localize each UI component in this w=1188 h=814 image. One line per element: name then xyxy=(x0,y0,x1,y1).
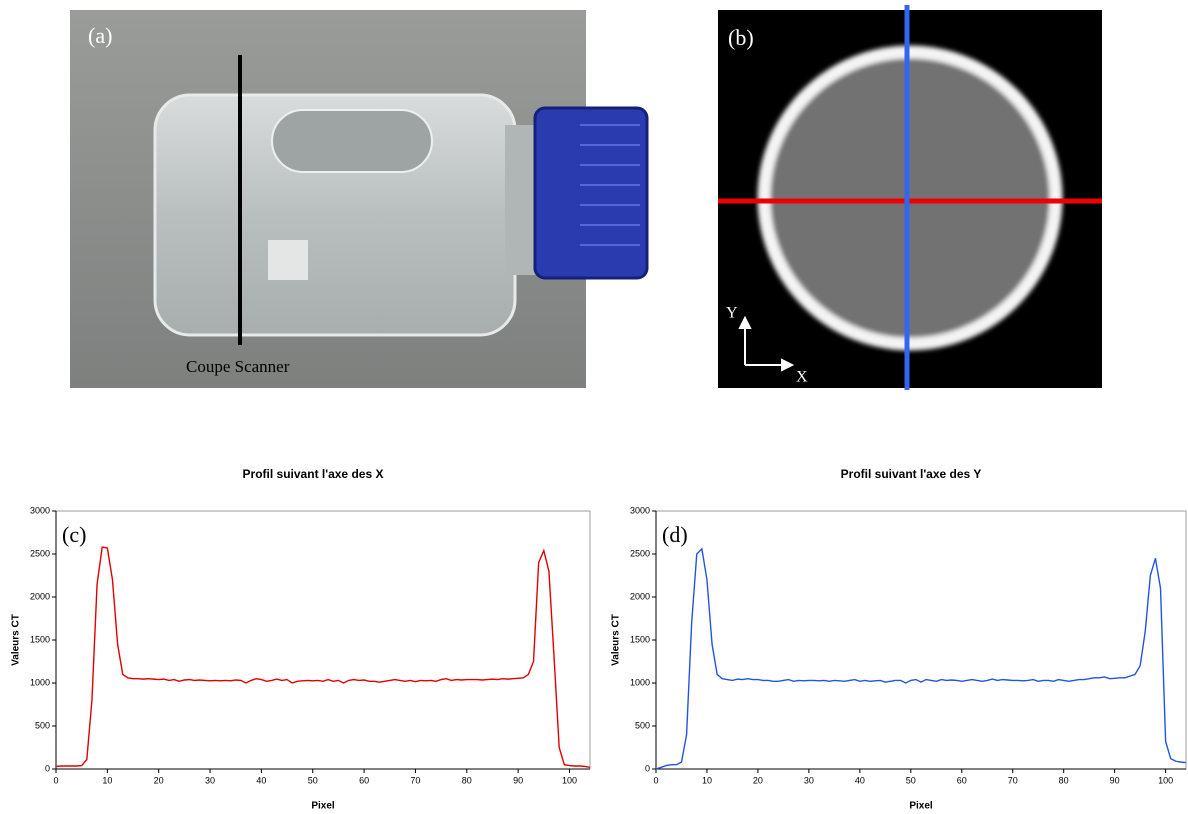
plot-area xyxy=(55,510,591,770)
panel-label: (b) xyxy=(728,25,754,50)
x-tick-label: 0 xyxy=(53,775,58,785)
y-tick-label: 2000 xyxy=(630,591,650,601)
x-tick-label: 30 xyxy=(804,775,814,785)
y-tick-label: 2000 xyxy=(30,591,50,601)
x-tick-label: 80 xyxy=(462,775,472,785)
y-tick-label: 0 xyxy=(645,763,650,773)
panel-label: (a) xyxy=(88,23,112,48)
panel-label: (c) xyxy=(62,522,86,547)
data-line xyxy=(55,546,591,768)
photo-bottle: (a) Coupe Scanner xyxy=(70,10,649,388)
caption: Coupe Scanner xyxy=(186,357,290,376)
y-tick-label: 500 xyxy=(35,720,50,730)
chart-title: Profil suivant l'axe des X xyxy=(243,467,384,481)
y-tick-label: 1500 xyxy=(30,634,50,644)
y-tick-label: 0 xyxy=(45,763,50,773)
x-tick-label: 30 xyxy=(205,775,215,785)
x-tick-label: 100 xyxy=(562,775,577,785)
y-tick-label: 1500 xyxy=(630,634,650,644)
y-axis-label: Valeurs CT xyxy=(611,614,622,666)
x-tick-label: 60 xyxy=(359,775,369,785)
axis-letter: Y xyxy=(726,305,738,322)
y-tick-label: 2500 xyxy=(630,548,650,558)
axis-letter: X xyxy=(796,369,808,386)
x-tick-label: 10 xyxy=(702,775,712,785)
x-tick-label: 40 xyxy=(256,775,266,785)
y-tick-label: 500 xyxy=(635,720,650,730)
ct-slice: Y X (b) xyxy=(718,5,1102,390)
y-tick-label: 3000 xyxy=(630,505,650,515)
y-tick-label: 2500 xyxy=(30,548,50,558)
panel-label: (d) xyxy=(662,522,688,547)
x-tick-label: 50 xyxy=(308,775,318,785)
x-tick-label: 20 xyxy=(753,775,763,785)
x-tick-label: 100 xyxy=(1158,775,1173,785)
x-axis-label: Pixel xyxy=(909,801,933,812)
plot-area xyxy=(655,510,1187,770)
x-tick-label: 90 xyxy=(1110,775,1120,785)
y-tick-label: 1000 xyxy=(630,677,650,687)
x-tick-label: 70 xyxy=(1008,775,1018,785)
y-axis-label: Valeurs CT xyxy=(11,614,22,666)
x-tick-label: 80 xyxy=(1059,775,1069,785)
x-tick-label: 90 xyxy=(513,775,523,785)
x-tick-label: 40 xyxy=(855,775,865,785)
x-tick-label: 10 xyxy=(102,775,112,785)
x-tick-label: 50 xyxy=(906,775,916,785)
x-tick-label: 70 xyxy=(410,775,420,785)
y-tick-label: 3000 xyxy=(30,505,50,515)
chart-title: Profil suivant l'axe des Y xyxy=(841,467,982,481)
x-tick-label: 20 xyxy=(154,775,164,785)
x-axis-label: Pixel xyxy=(311,801,335,812)
x-tick-label: 0 xyxy=(653,775,658,785)
data-line xyxy=(655,547,1187,770)
y-tick-label: 1000 xyxy=(30,677,50,687)
x-tick-label: 60 xyxy=(957,775,967,785)
